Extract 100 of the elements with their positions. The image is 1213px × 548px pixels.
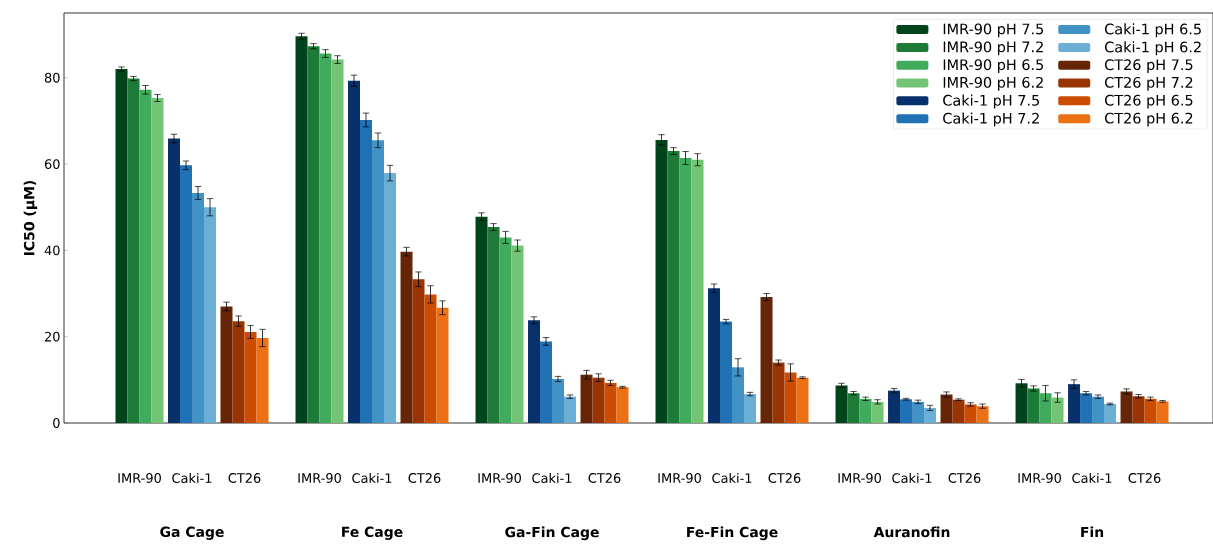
y-tick-label: 20 — [44, 331, 60, 342]
y-tick-label: 80 — [44, 72, 60, 83]
text: CT26 — [948, 473, 981, 483]
bar — [384, 173, 397, 423]
x-tick-label: Ga-Fin Cage — [505, 526, 599, 541]
bar — [115, 69, 128, 423]
bar — [180, 165, 192, 423]
bar — [412, 279, 425, 423]
bar — [168, 138, 180, 423]
text: IMR-90 — [118, 473, 161, 483]
bar — [400, 251, 413, 423]
bar — [511, 245, 524, 423]
text: CT26 — [768, 473, 801, 483]
bar — [708, 288, 721, 423]
legend-label: Caki-1 pH 6.2 — [1105, 41, 1201, 56]
x-tick-label: Fe-Fin Cage — [687, 526, 778, 541]
legend-label: IMR-90 pH 6.2 — [943, 76, 1043, 91]
bar — [940, 394, 953, 423]
bar — [424, 294, 437, 423]
bar — [319, 53, 332, 423]
legend-label: IMR-90 pH 7.2 — [943, 41, 1043, 56]
bar — [1092, 396, 1105, 423]
bar — [475, 216, 488, 423]
legend-label: Caki-1 pH 6.5 — [1105, 23, 1201, 38]
bar — [487, 227, 500, 423]
text: CT26 — [1128, 473, 1161, 483]
bar — [528, 320, 541, 423]
bar — [720, 321, 733, 423]
bar — [348, 80, 361, 423]
bar — [952, 399, 965, 423]
bar — [964, 404, 977, 423]
bar — [1132, 396, 1145, 423]
legend-label: IMR-90 pH 6.5 — [943, 59, 1044, 73]
bar — [667, 151, 680, 423]
y-tick-label: 60 — [44, 159, 60, 169]
text: Caki-1 — [892, 472, 932, 484]
bar — [552, 378, 565, 423]
bar — [295, 36, 308, 423]
bar — [732, 367, 745, 423]
legend-label: Caki-1 pH 7.2 — [943, 112, 1039, 127]
bar — [976, 406, 989, 423]
bar — [360, 120, 373, 423]
bar — [540, 341, 553, 423]
text: Caki-1 — [532, 472, 572, 484]
bar — [256, 337, 269, 423]
x-tick-label: Ga Cage — [160, 526, 224, 540]
bar — [1144, 398, 1157, 423]
bar — [835, 385, 848, 423]
bar — [204, 207, 216, 423]
legend-label: CT26 pH 7.2 — [1105, 76, 1193, 91]
text: Caki-1 — [172, 472, 212, 484]
bar — [1027, 388, 1040, 423]
bar — [139, 89, 152, 423]
text: IMR-90 — [478, 473, 521, 483]
bar — [592, 377, 605, 423]
legend-label: Caki-1 pH 7.5 — [943, 94, 1039, 109]
bar — [744, 394, 757, 423]
x-tick-label: Auranofin — [873, 526, 950, 538]
bar — [127, 78, 140, 423]
bar — [900, 399, 913, 423]
bar — [1068, 384, 1081, 423]
text: Caki-1 — [712, 472, 752, 484]
y-tick-label: 0 — [53, 418, 60, 428]
bar — [616, 387, 629, 423]
legend-label: IMR-90 pH 7.5 — [943, 23, 1044, 38]
text: CT26 — [588, 473, 621, 483]
bar — [331, 59, 344, 423]
bar — [679, 158, 692, 423]
bar — [436, 307, 449, 423]
bar — [604, 382, 617, 423]
bar — [796, 377, 809, 423]
bar — [912, 401, 925, 423]
bar — [1039, 393, 1052, 423]
y-axis-title: IC50 (µM) — [23, 180, 38, 256]
bar — [564, 396, 577, 423]
bar — [655, 139, 668, 423]
bar — [784, 372, 797, 423]
text: IMR-90 — [838, 473, 881, 483]
bar — [580, 374, 593, 423]
bar — [772, 362, 785, 423]
bar — [220, 306, 233, 423]
bar — [760, 296, 773, 423]
text: IMR-90 — [658, 473, 701, 483]
bar — [232, 321, 245, 423]
text: IMR-90 — [1018, 473, 1061, 483]
bar — [1015, 383, 1028, 423]
text: CT26 — [228, 473, 261, 483]
bar — [859, 398, 872, 423]
bar — [192, 192, 204, 423]
text: Caki-1 — [352, 472, 392, 484]
bar — [871, 401, 884, 423]
bar — [924, 407, 937, 423]
bar — [1104, 404, 1117, 423]
legend-label: CT26 pH 7.5 — [1105, 59, 1193, 73]
text: Caki-1 — [1072, 472, 1112, 484]
bar — [372, 140, 385, 423]
bar — [1080, 393, 1093, 423]
bar — [1120, 391, 1133, 423]
text: IMR-90 — [298, 473, 341, 483]
legend-label: CT26 pH 6.2 — [1105, 112, 1193, 127]
